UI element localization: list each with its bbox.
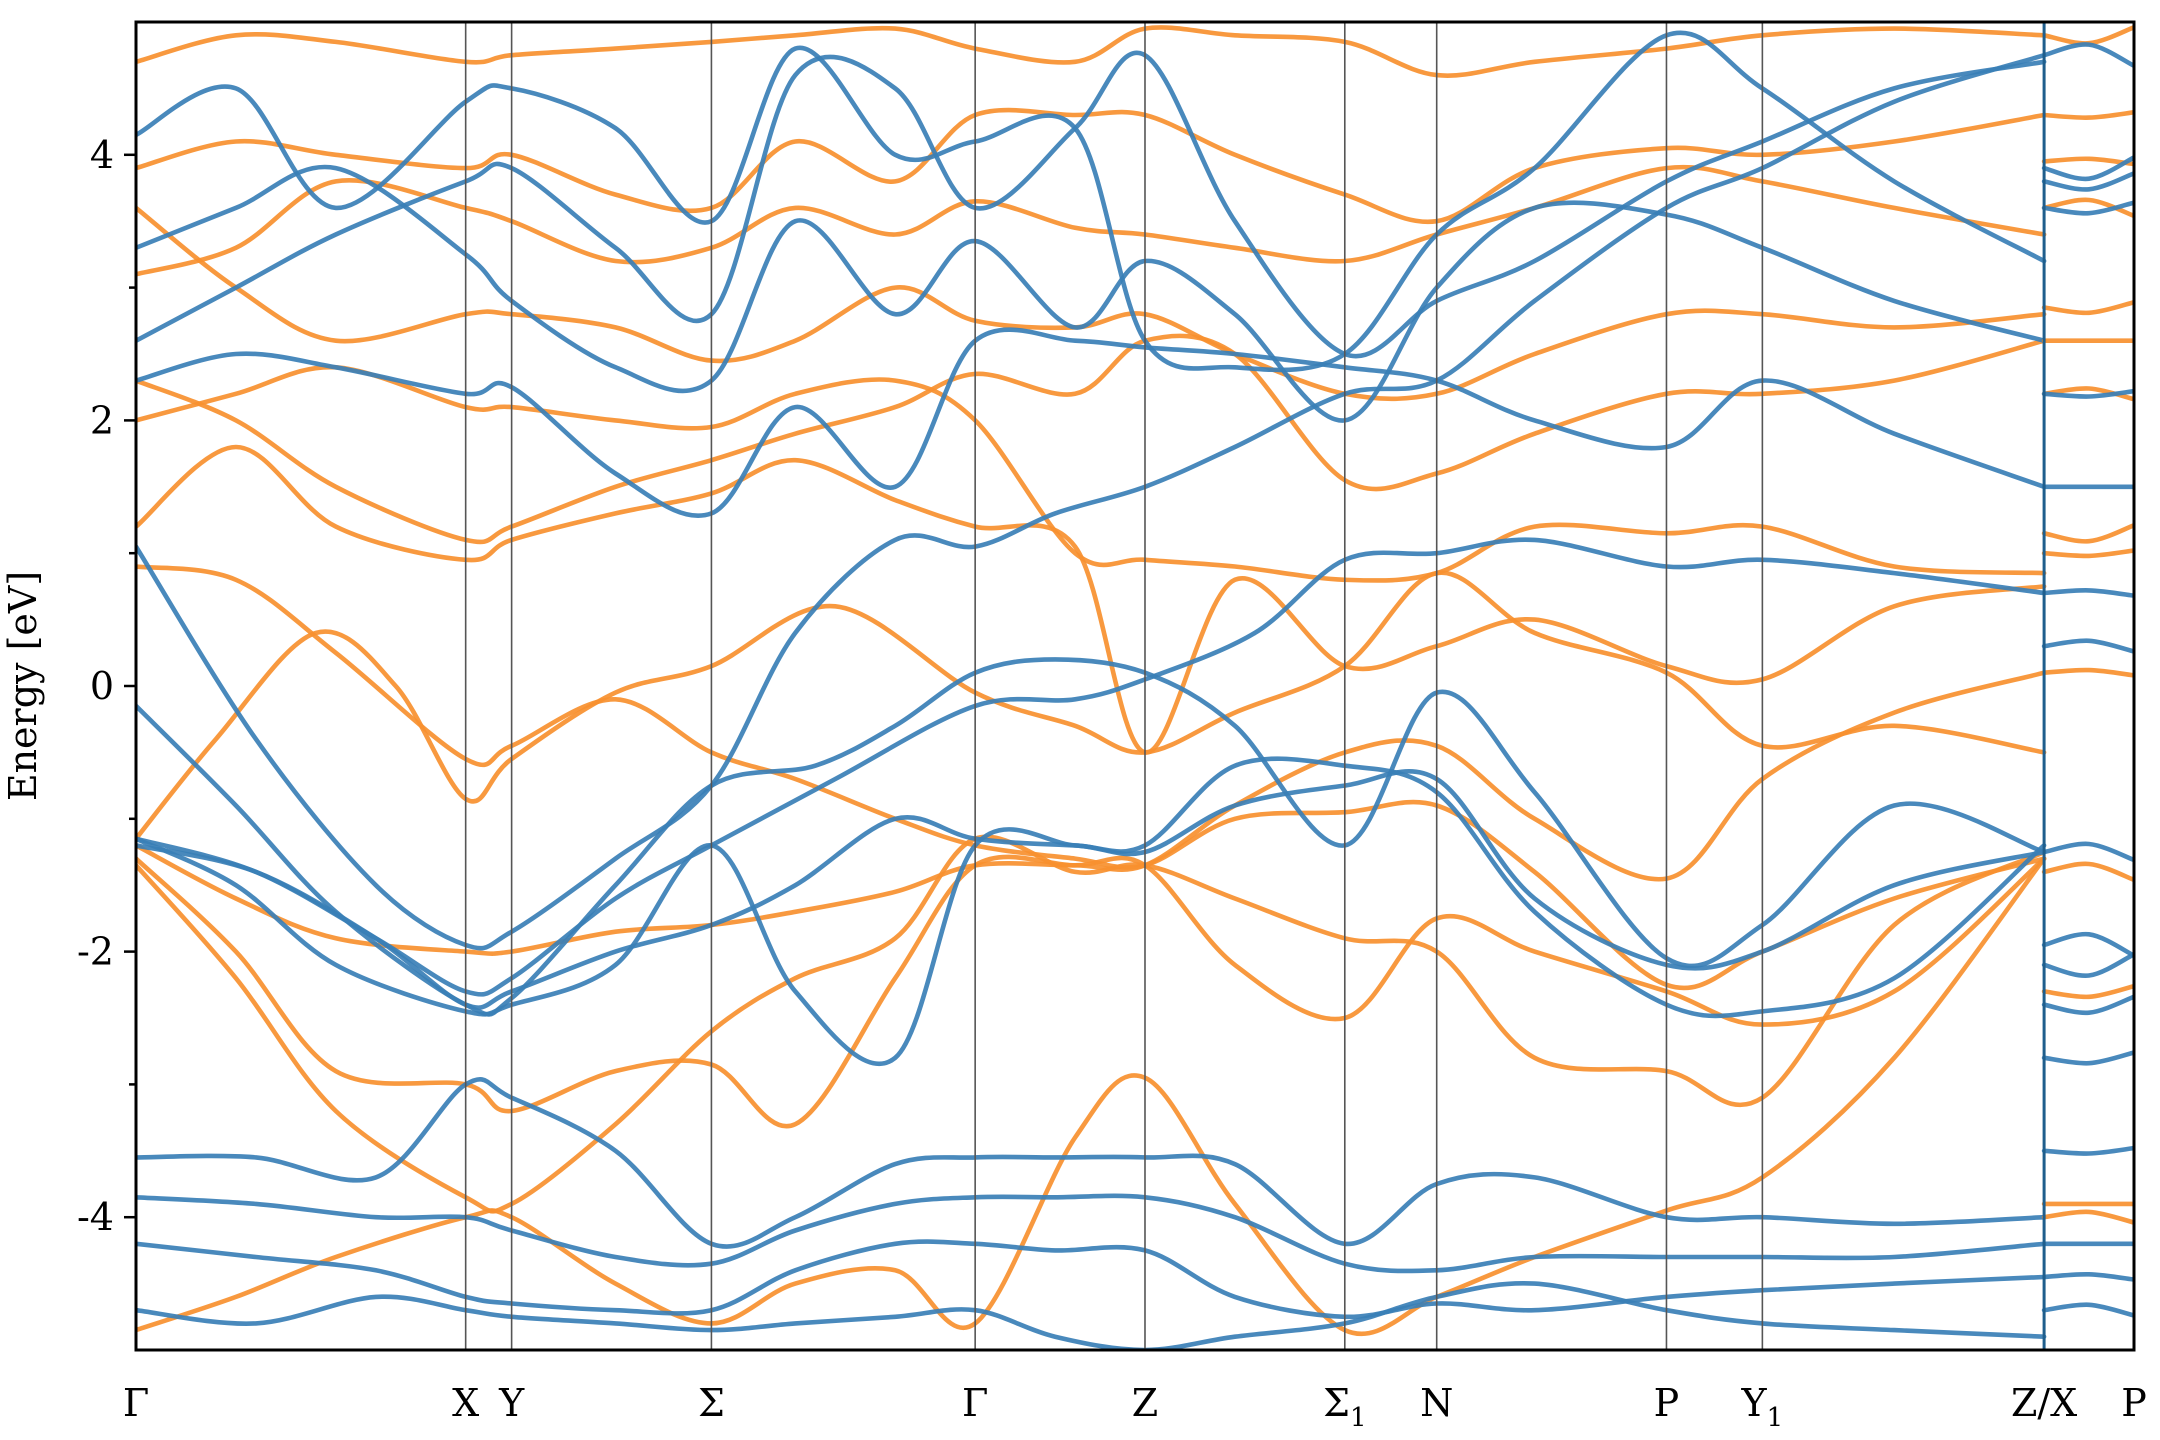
blue-band-right-11 <box>2041 952 2134 978</box>
blue-band-right-10 <box>2041 931 2134 958</box>
orange-band-9 <box>136 333 2047 545</box>
blue-band-right-14 <box>2041 1145 2134 1156</box>
orange-band-8 <box>136 364 2047 583</box>
blue-band-1 <box>136 537 2047 997</box>
y-tick-label: 2 <box>90 398 114 442</box>
blue-band-7 <box>136 1193 2047 1274</box>
kpoint-label-2: X <box>452 1381 479 1425</box>
blue-band-right-9 <box>2041 841 2134 863</box>
kpoint-label-3: Y <box>498 1381 525 1425</box>
orange-band-10 <box>136 205 2047 402</box>
y-tick-label: 0 <box>90 664 114 708</box>
blue-band-11 <box>136 50 2047 359</box>
blue-band-8 <box>136 1239 2047 1320</box>
kpoint-label-11: Z/X <box>2011 1381 2077 1425</box>
blue-band-right-2 <box>2041 155 2134 182</box>
y-tick-label: 4 <box>90 133 114 177</box>
kpoint-label-10: Y1 <box>1741 1381 1784 1433</box>
orange-band-2 <box>136 854 2047 1129</box>
band-lines <box>136 25 2134 1350</box>
blue-band-right-5 <box>2041 388 2134 399</box>
orange-band-13 <box>136 25 2047 78</box>
orange-band-right-4 <box>2041 197 2134 219</box>
orange-band-right-7 <box>2041 386 2134 402</box>
orange-band-4 <box>136 856 2047 1337</box>
blue-band-right-12 <box>2041 994 2134 1016</box>
y-axis: -4 -2 0 2 4 <box>77 133 136 1239</box>
orange-band-right-9 <box>2041 548 2134 559</box>
blue-band-right-13 <box>2041 1050 2134 1066</box>
y-tick-label: -4 <box>77 1195 114 1239</box>
orange-band-right-8 <box>2041 523 2134 544</box>
orange-band-right-2 <box>2041 110 2134 120</box>
blue-band-3 <box>136 52 2047 951</box>
y-axis-title: Energy [eV] <box>1 571 45 801</box>
plot-frame <box>134 20 2136 1352</box>
kpoint-label-7: Σ1 <box>1323 1381 1366 1433</box>
orange-band-right-11 <box>2041 861 2134 883</box>
orange-band-right-5 <box>2041 299 2134 316</box>
kpoint-label-12: P <box>2121 1381 2147 1425</box>
blue-band-right-17 <box>2041 1302 2134 1318</box>
blue-band-4 <box>136 769 2047 1067</box>
blue-band-right-3 <box>2041 171 2134 192</box>
kpoint-label-5: Γ <box>962 1381 988 1425</box>
blue-band-9 <box>136 1280 2047 1350</box>
blue-band-right-16 <box>2041 1271 2134 1282</box>
blue-band-right-7 <box>2041 588 2134 598</box>
blue-band-right-4 <box>2041 200 2134 216</box>
orange-band-7 <box>136 444 2047 755</box>
orange-band-right-1 <box>2041 25 2134 46</box>
kpoint-label-9: P <box>1654 1381 1680 1425</box>
blue-band-12 <box>136 164 2047 423</box>
orange-band-5 <box>136 670 2047 956</box>
kpoint-label-6: Z <box>1132 1381 1158 1425</box>
orange-band-right-12 <box>2041 983 2134 1000</box>
k-point-lines <box>464 22 2046 1350</box>
blue-band-6 <box>136 1077 2047 1249</box>
y-tick-label: -2 <box>77 930 114 974</box>
orange-band-12 <box>136 107 2047 225</box>
orange-band-right-14 <box>2041 1209 2134 1225</box>
orange-band-right-10 <box>2041 667 2134 678</box>
blue-band-right-1 <box>2041 42 2134 69</box>
kpoint-label-1: Γ <box>123 1381 149 1425</box>
kpoint-label-8: N <box>1420 1381 1453 1425</box>
blue-band-10 <box>136 327 2047 518</box>
orange-band-1 <box>136 570 2047 841</box>
blue-band-13 <box>136 30 2047 373</box>
blue-band-2 <box>136 657 2047 1017</box>
kpoint-label-4: Σ <box>698 1381 725 1425</box>
blue-band-right-8 <box>2041 638 2134 654</box>
x-axis: Γ X Y Σ Γ Z Σ1 N P Y1 Z/X P <box>123 1381 2147 1433</box>
blue-band-5 <box>136 756 2047 1019</box>
